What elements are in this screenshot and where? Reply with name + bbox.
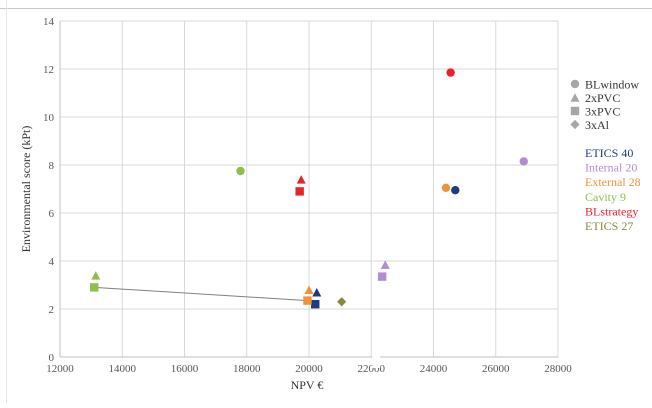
point-internal-20-circle (519, 157, 528, 166)
legend-diamond-marker (570, 119, 580, 130)
point-external-28-triangle (304, 285, 314, 295)
connector-lines (94, 286, 308, 302)
y-tick-label: 2 (49, 304, 55, 316)
grid-layer (59, 20, 559, 358)
point-blstrategy-triangle (296, 175, 306, 184)
x-tick-label: 28000 (544, 363, 572, 375)
point-cavity-9-square (90, 283, 99, 292)
x-tick-label: 22000 (358, 363, 386, 375)
data-points (90, 68, 528, 309)
legend-shape-label: 3xAl (585, 118, 610, 132)
y-tick-label: 8 (49, 160, 55, 172)
y-tick-label: 12 (43, 64, 54, 76)
point-etics-40-triangle (312, 287, 322, 297)
point-etics-40-circle (451, 186, 460, 195)
axis-layer: 12000 14000 16000 18000 20000 22000 24000 26000… (43, 16, 572, 375)
legend-color-label: External 28 (585, 175, 641, 189)
x-tick-label: 26000 (482, 363, 510, 375)
point-blstrategy-circle (446, 68, 455, 77)
y-tick-label: 0 (49, 352, 55, 364)
legend-color-label: Cavity 9 (585, 190, 626, 204)
connector-line (94, 286, 308, 302)
legend-square-marker (570, 106, 580, 116)
legend-color-label: ETICS 40 (585, 146, 633, 160)
x-tick-label: 12000 (46, 363, 74, 375)
x-axis-title: NPV € (291, 378, 324, 392)
point-internal-20-triangle (380, 260, 390, 269)
left-divider (6, 0, 7, 403)
point-etics-27-diamond (337, 297, 347, 307)
y-axis-title: Environmental score (kPt) (19, 126, 33, 253)
legend-shape-label: BLwindow (585, 78, 639, 92)
legend-shape-label: 3xPVC (585, 105, 620, 119)
x-tick-label: 16000 (171, 363, 199, 375)
x-tick-label: 18000 (233, 363, 261, 375)
y-tick-label: 4 (49, 256, 55, 268)
point-cavity-9-circle (236, 166, 245, 176)
legend-triangle-marker (570, 93, 580, 102)
y-tick-label: 10 (43, 112, 55, 124)
top-divider (0, 8, 652, 9)
x-tick-label: 20000 (295, 363, 323, 375)
legend-shape-label: 2xPVC (585, 91, 620, 105)
point-etics-40-square (311, 300, 320, 309)
point-blstrategy-square (295, 187, 304, 196)
point-external-28-square (303, 296, 312, 305)
legend-color-label: BLstrategy (585, 204, 638, 218)
point-internal-20-square (377, 272, 387, 281)
axis-gap (372, 356, 381, 368)
y-tick-label: 14 (43, 16, 55, 28)
legend-color-label: Internal 20 (585, 161, 637, 175)
point-external-28-circle (441, 183, 451, 192)
legend-circle-marker (570, 79, 580, 89)
x-tick-label: 14000 (109, 363, 137, 375)
legend-color-label: ETICS 27 (585, 219, 633, 233)
point-cavity-9-triangle (91, 271, 101, 280)
y-tick-label: 6 (49, 208, 55, 220)
x-tick-label: 24000 (420, 363, 448, 375)
